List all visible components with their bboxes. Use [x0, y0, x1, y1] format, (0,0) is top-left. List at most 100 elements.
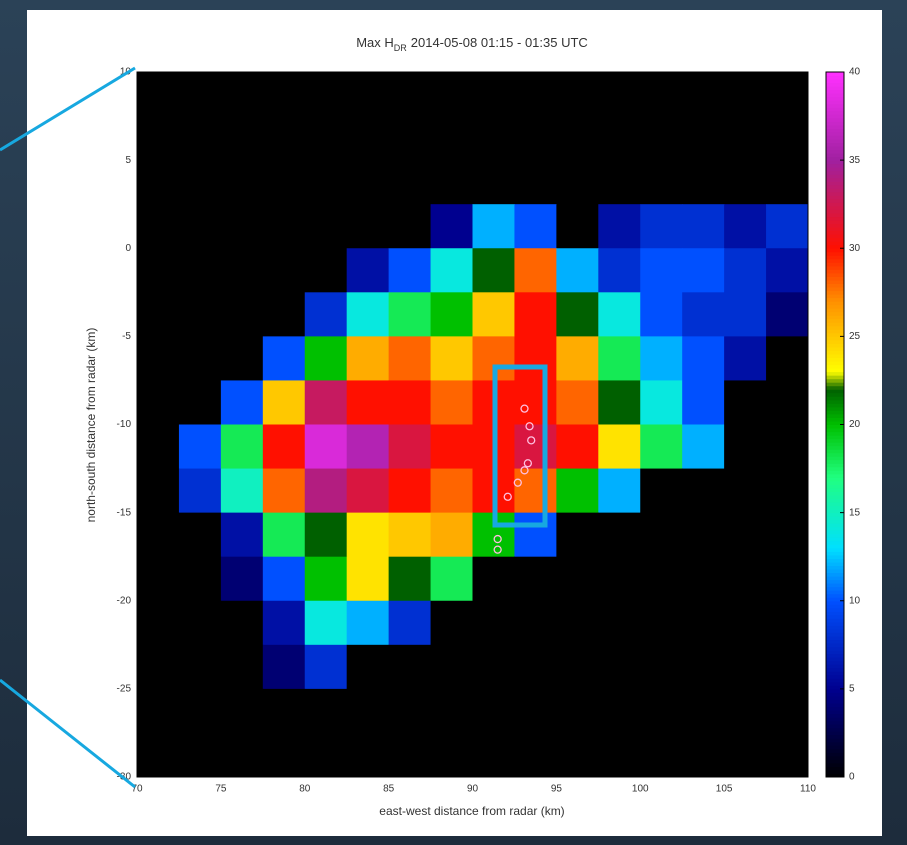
heat-cell	[305, 160, 347, 205]
colorbar-segment	[826, 248, 844, 252]
colorbar-segment	[826, 689, 844, 693]
heat-cell	[556, 469, 598, 514]
heat-cell	[179, 645, 221, 690]
colorbar-segment	[826, 439, 844, 443]
colorbar-segment	[826, 322, 844, 326]
heat-cell	[640, 557, 682, 602]
colorbar-segment	[826, 389, 844, 393]
heat-cell	[137, 645, 179, 690]
heat-cell	[137, 469, 179, 514]
heat-cell	[766, 204, 808, 249]
heat-cell	[221, 248, 263, 293]
colorbar-segment	[826, 721, 844, 725]
colorbar-segment	[826, 379, 844, 383]
colorbar-segment	[826, 654, 844, 658]
colorbar-segment	[826, 664, 844, 668]
heat-cell	[305, 116, 347, 161]
y-tick-label: -25	[117, 684, 132, 695]
heat-cell	[431, 469, 473, 514]
colorbar-segment	[826, 625, 844, 629]
heat-cell	[640, 380, 682, 425]
heat-cell	[473, 116, 515, 161]
heat-cell	[724, 469, 766, 514]
colorbar-segment	[826, 79, 844, 83]
colorbar-segment	[826, 488, 844, 492]
colorbar-segment	[826, 460, 844, 464]
colorbar-segment	[826, 523, 844, 527]
colorbar-segment	[826, 291, 844, 295]
heat-cell	[556, 336, 598, 381]
heat-cell	[682, 513, 724, 558]
colorbar-segment	[826, 393, 844, 397]
heat-cell	[137, 292, 179, 337]
colorbar-segment	[826, 266, 844, 270]
heat-cell	[305, 380, 347, 425]
colorbar-segment	[826, 280, 844, 284]
colorbar-segment	[826, 432, 844, 436]
colorbar-segment	[826, 714, 844, 718]
heat-cell	[389, 513, 431, 558]
heat-cell	[347, 160, 389, 205]
heat-cell	[640, 72, 682, 117]
colorbar-segment	[826, 217, 844, 221]
colorbar-segment	[826, 153, 844, 157]
heat-cell	[766, 380, 808, 425]
heat-cell	[598, 513, 640, 558]
heat-cell	[766, 116, 808, 161]
colorbar-segment	[826, 118, 844, 122]
colorbar-segment	[826, 456, 844, 460]
heat-cell	[263, 116, 305, 161]
colorbar-segment	[826, 717, 844, 721]
heat-cell	[137, 160, 179, 205]
colorbar-segment	[826, 372, 844, 376]
colorbar-segment	[826, 83, 844, 87]
heat-cell	[389, 160, 431, 205]
colorbar-segment	[826, 417, 844, 421]
colorbar-segment	[826, 580, 844, 584]
colorbar-segment	[826, 90, 844, 94]
colorbar-segment	[826, 121, 844, 125]
colorbar-segment	[826, 724, 844, 728]
title-rest: 2014-05-08 01:15 - 01:35 UTC	[411, 35, 588, 50]
colorbar-tick-label: 25	[849, 331, 861, 342]
heat-cell	[221, 513, 263, 558]
colorbar-segment	[826, 583, 844, 587]
heat-cell	[305, 425, 347, 470]
y-tick-label: -10	[117, 419, 132, 430]
heat-cell	[431, 292, 473, 337]
heat-cell	[473, 248, 515, 293]
colorbar-segment	[826, 425, 844, 429]
heat-cell	[389, 557, 431, 602]
heat-cell	[556, 601, 598, 646]
heat-cell	[263, 292, 305, 337]
colorbar-segment	[826, 618, 844, 622]
heat-cell	[221, 116, 263, 161]
heat-cell	[347, 733, 389, 778]
colorbar-segment	[826, 365, 844, 369]
heat-cell	[431, 689, 473, 734]
page: Max HDR2014-05-08 01:15 - 01:35 UTC east…	[0, 0, 907, 845]
x-axis-label: east-west distance from radar (km)	[379, 804, 564, 818]
heat-cell	[473, 160, 515, 205]
heat-cell	[556, 248, 598, 293]
heat-cell	[347, 336, 389, 381]
x-tick-label: 75	[215, 784, 227, 795]
heat-cell	[724, 292, 766, 337]
colorbar-segment	[826, 160, 844, 164]
heat-cell	[263, 380, 305, 425]
colorbar-segment	[826, 350, 844, 354]
colorbar-segment	[826, 414, 844, 418]
colorbar-segment	[826, 678, 844, 682]
heat-cell	[514, 645, 556, 690]
colorbar-segment	[826, 629, 844, 633]
colorbar-segment	[826, 657, 844, 661]
colorbar-segment	[826, 400, 844, 404]
colorbar-segment	[826, 513, 844, 517]
colorbar-segment	[826, 491, 844, 495]
colorbar-segment	[826, 481, 844, 485]
heat-cell	[598, 557, 640, 602]
heat-cell	[598, 204, 640, 249]
heat-cell	[682, 557, 724, 602]
heat-cell	[514, 601, 556, 646]
colorbar-segment	[826, 252, 844, 256]
